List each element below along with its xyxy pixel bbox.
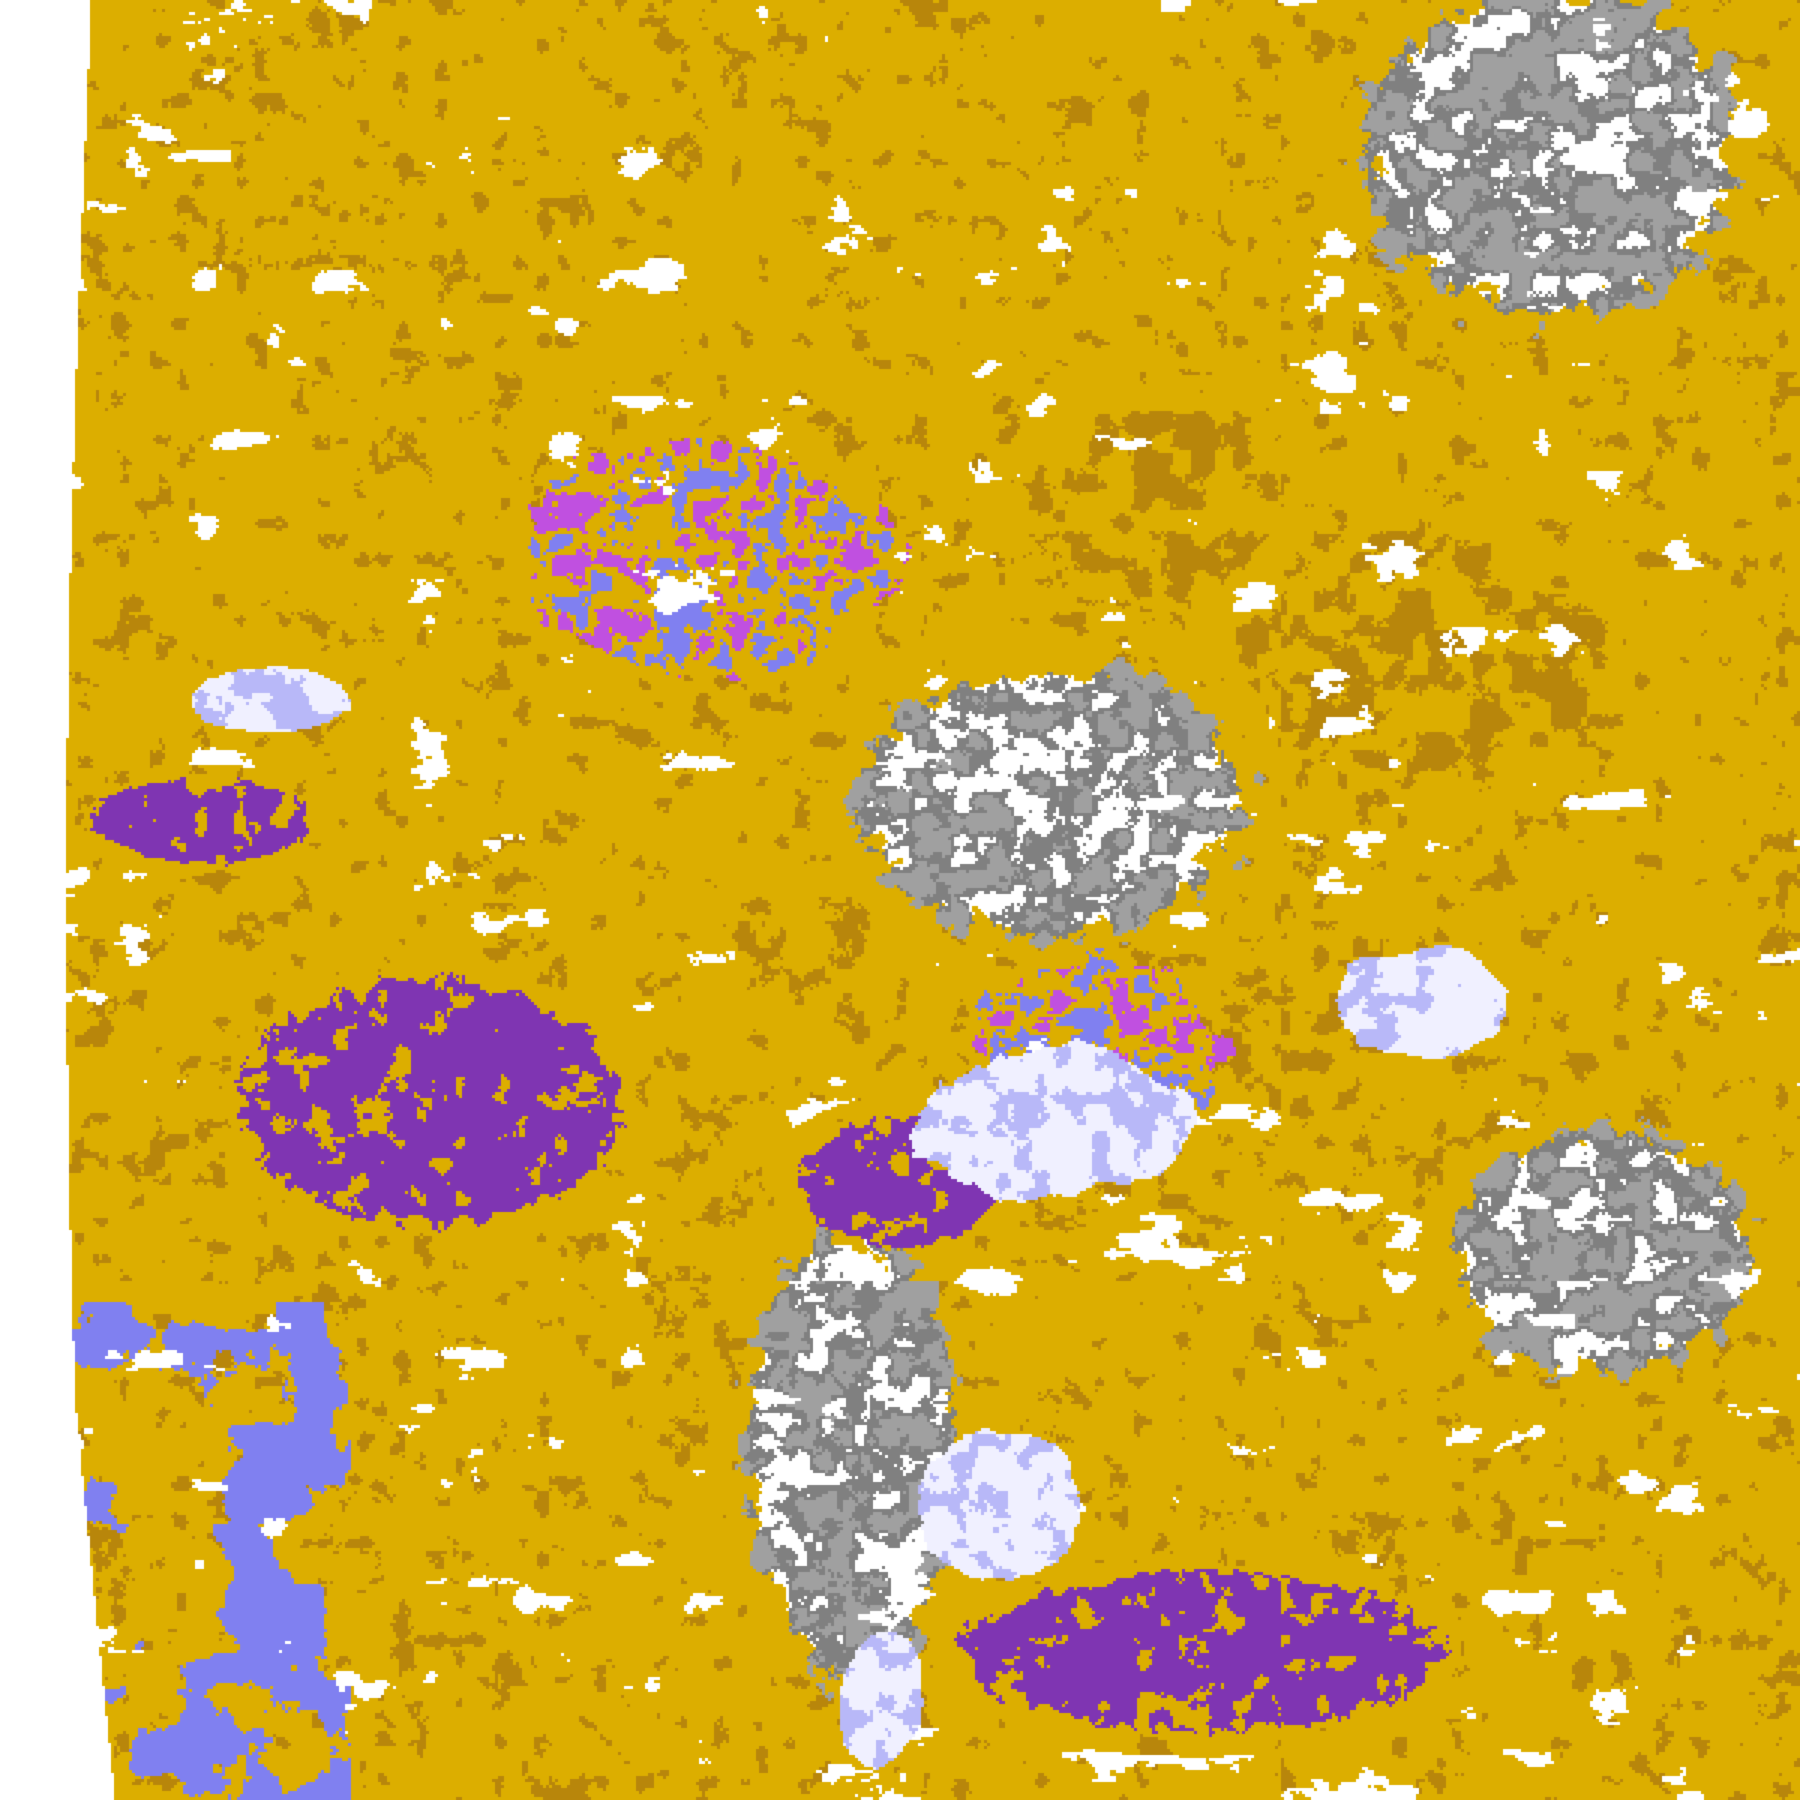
- satellite-image: [0, 0, 1800, 1800]
- satellite-imagery-canvas: [0, 0, 1800, 1800]
